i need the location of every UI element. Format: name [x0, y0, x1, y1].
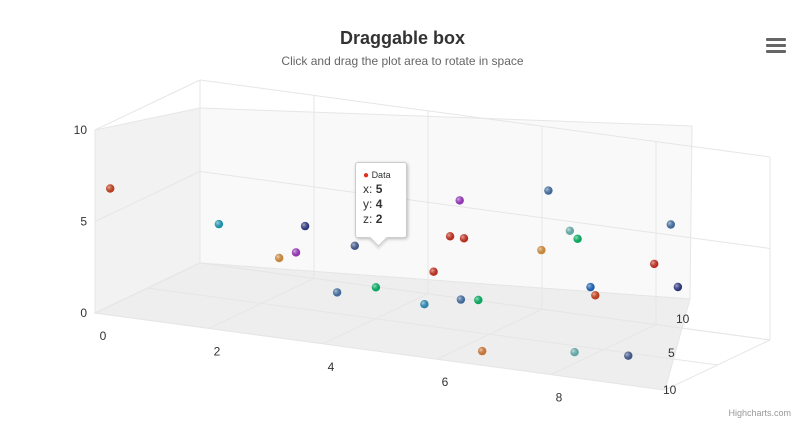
scatter-point[interactable] [544, 186, 553, 195]
scatter-point[interactable] [332, 288, 342, 297]
point-shade [332, 288, 342, 297]
menu-line [766, 38, 786, 41]
point-shade [624, 351, 633, 360]
scatter-point[interactable] [478, 346, 487, 356]
x-tick-label: 4 [328, 360, 335, 374]
point-shade [544, 186, 553, 195]
data-points[interactable] [106, 183, 683, 360]
scatter-point[interactable] [214, 219, 224, 229]
point-shade [650, 259, 659, 269]
scatter-point[interactable] [445, 232, 455, 241]
x-tick-label: 0 [100, 329, 107, 343]
scatter-point[interactable] [591, 291, 600, 300]
menu-line [766, 50, 786, 53]
y-tick-label: 5 [80, 215, 87, 229]
scatter-point[interactable] [420, 300, 429, 309]
point-shade [537, 245, 546, 255]
tooltip-y-label: y: [363, 197, 373, 211]
point-shade [214, 219, 224, 229]
scatter-point[interactable] [459, 234, 469, 243]
point-shade [474, 295, 483, 305]
scatter-point[interactable] [666, 220, 675, 229]
gridline-z [94, 312, 666, 391]
point-shade [565, 226, 575, 235]
scatter-point[interactable] [474, 295, 483, 305]
point-shade [445, 232, 455, 241]
credits-link[interactable]: Highcharts.com [728, 408, 791, 418]
point-shade [666, 220, 675, 229]
menu-line [766, 44, 786, 47]
tooltip-marker: ● [363, 170, 370, 181]
scatter-point[interactable] [275, 253, 284, 263]
x-tick-label: 2 [214, 344, 221, 358]
point-shade [300, 221, 310, 231]
point-shade [371, 283, 381, 292]
point-shade [673, 282, 683, 292]
point-shade [275, 253, 284, 263]
point-shade [106, 184, 115, 193]
gridline-y-side [94, 79, 201, 131]
gridline-y [199, 171, 771, 249]
point-shade [573, 234, 582, 243]
point-shade [456, 295, 466, 304]
z-tick-label: 5 [668, 346, 675, 360]
point-shade [455, 196, 464, 205]
x-tick-label: 6 [442, 375, 449, 389]
scatter-point[interactable] [570, 348, 579, 357]
point-shade [586, 282, 595, 292]
gridline-z [147, 287, 718, 366]
x-tick-label: 8 [556, 391, 563, 405]
point-shade [420, 300, 429, 309]
scatter-point[interactable] [106, 184, 115, 193]
hamburger-menu-icon[interactable] [766, 38, 786, 54]
tooltip-x-label: x: [363, 182, 373, 196]
scatter-point[interactable] [650, 259, 659, 269]
tooltip-x-value: 5 [375, 182, 383, 196]
scatter-point[interactable] [291, 248, 301, 257]
point-shade [459, 234, 469, 243]
point-shade [429, 267, 438, 276]
gridline-y [199, 79, 771, 158]
scatter-point[interactable] [565, 226, 575, 235]
scatter-point[interactable] [456, 295, 466, 304]
scatter-point[interactable] [455, 196, 464, 205]
tooltip-series-name: Data [371, 170, 391, 180]
chart-title: Draggable box [339, 28, 466, 48]
scatter-point[interactable] [300, 221, 310, 231]
point-shade [478, 346, 487, 356]
y-tick-label: 0 [80, 306, 87, 320]
z-tick-label: 10 [676, 312, 690, 326]
scatter-point[interactable] [537, 245, 546, 255]
gridlines [94, 79, 771, 391]
chart-subtitle: Click and drag the plot area to rotate i… [281, 54, 524, 68]
tooltip-z-label: z: [363, 212, 373, 226]
point-shade [291, 248, 301, 257]
scatter-point[interactable] [624, 351, 633, 360]
scatter-point[interactable] [350, 241, 359, 250]
gridline-z [199, 262, 771, 341]
x-tick-label: 10 [663, 383, 677, 397]
box-frame [93, 107, 693, 391]
scatter-point[interactable] [586, 282, 595, 292]
data-tooltip: ● Data x: 5 y: 4 z: 2 [355, 162, 407, 247]
scatter-point[interactable] [429, 267, 438, 276]
y-tick-label: 10 [74, 123, 88, 137]
gridline-y-side [94, 171, 201, 222]
scatter-point[interactable] [371, 283, 381, 292]
point-shade [591, 291, 600, 300]
scatter-point[interactable] [673, 282, 683, 292]
point-shade [570, 348, 579, 357]
tooltip-z-value: 2 [375, 212, 383, 226]
point-shade [350, 241, 359, 250]
scatter-point[interactable] [573, 234, 582, 243]
tooltip-y-value: 4 [375, 197, 383, 211]
